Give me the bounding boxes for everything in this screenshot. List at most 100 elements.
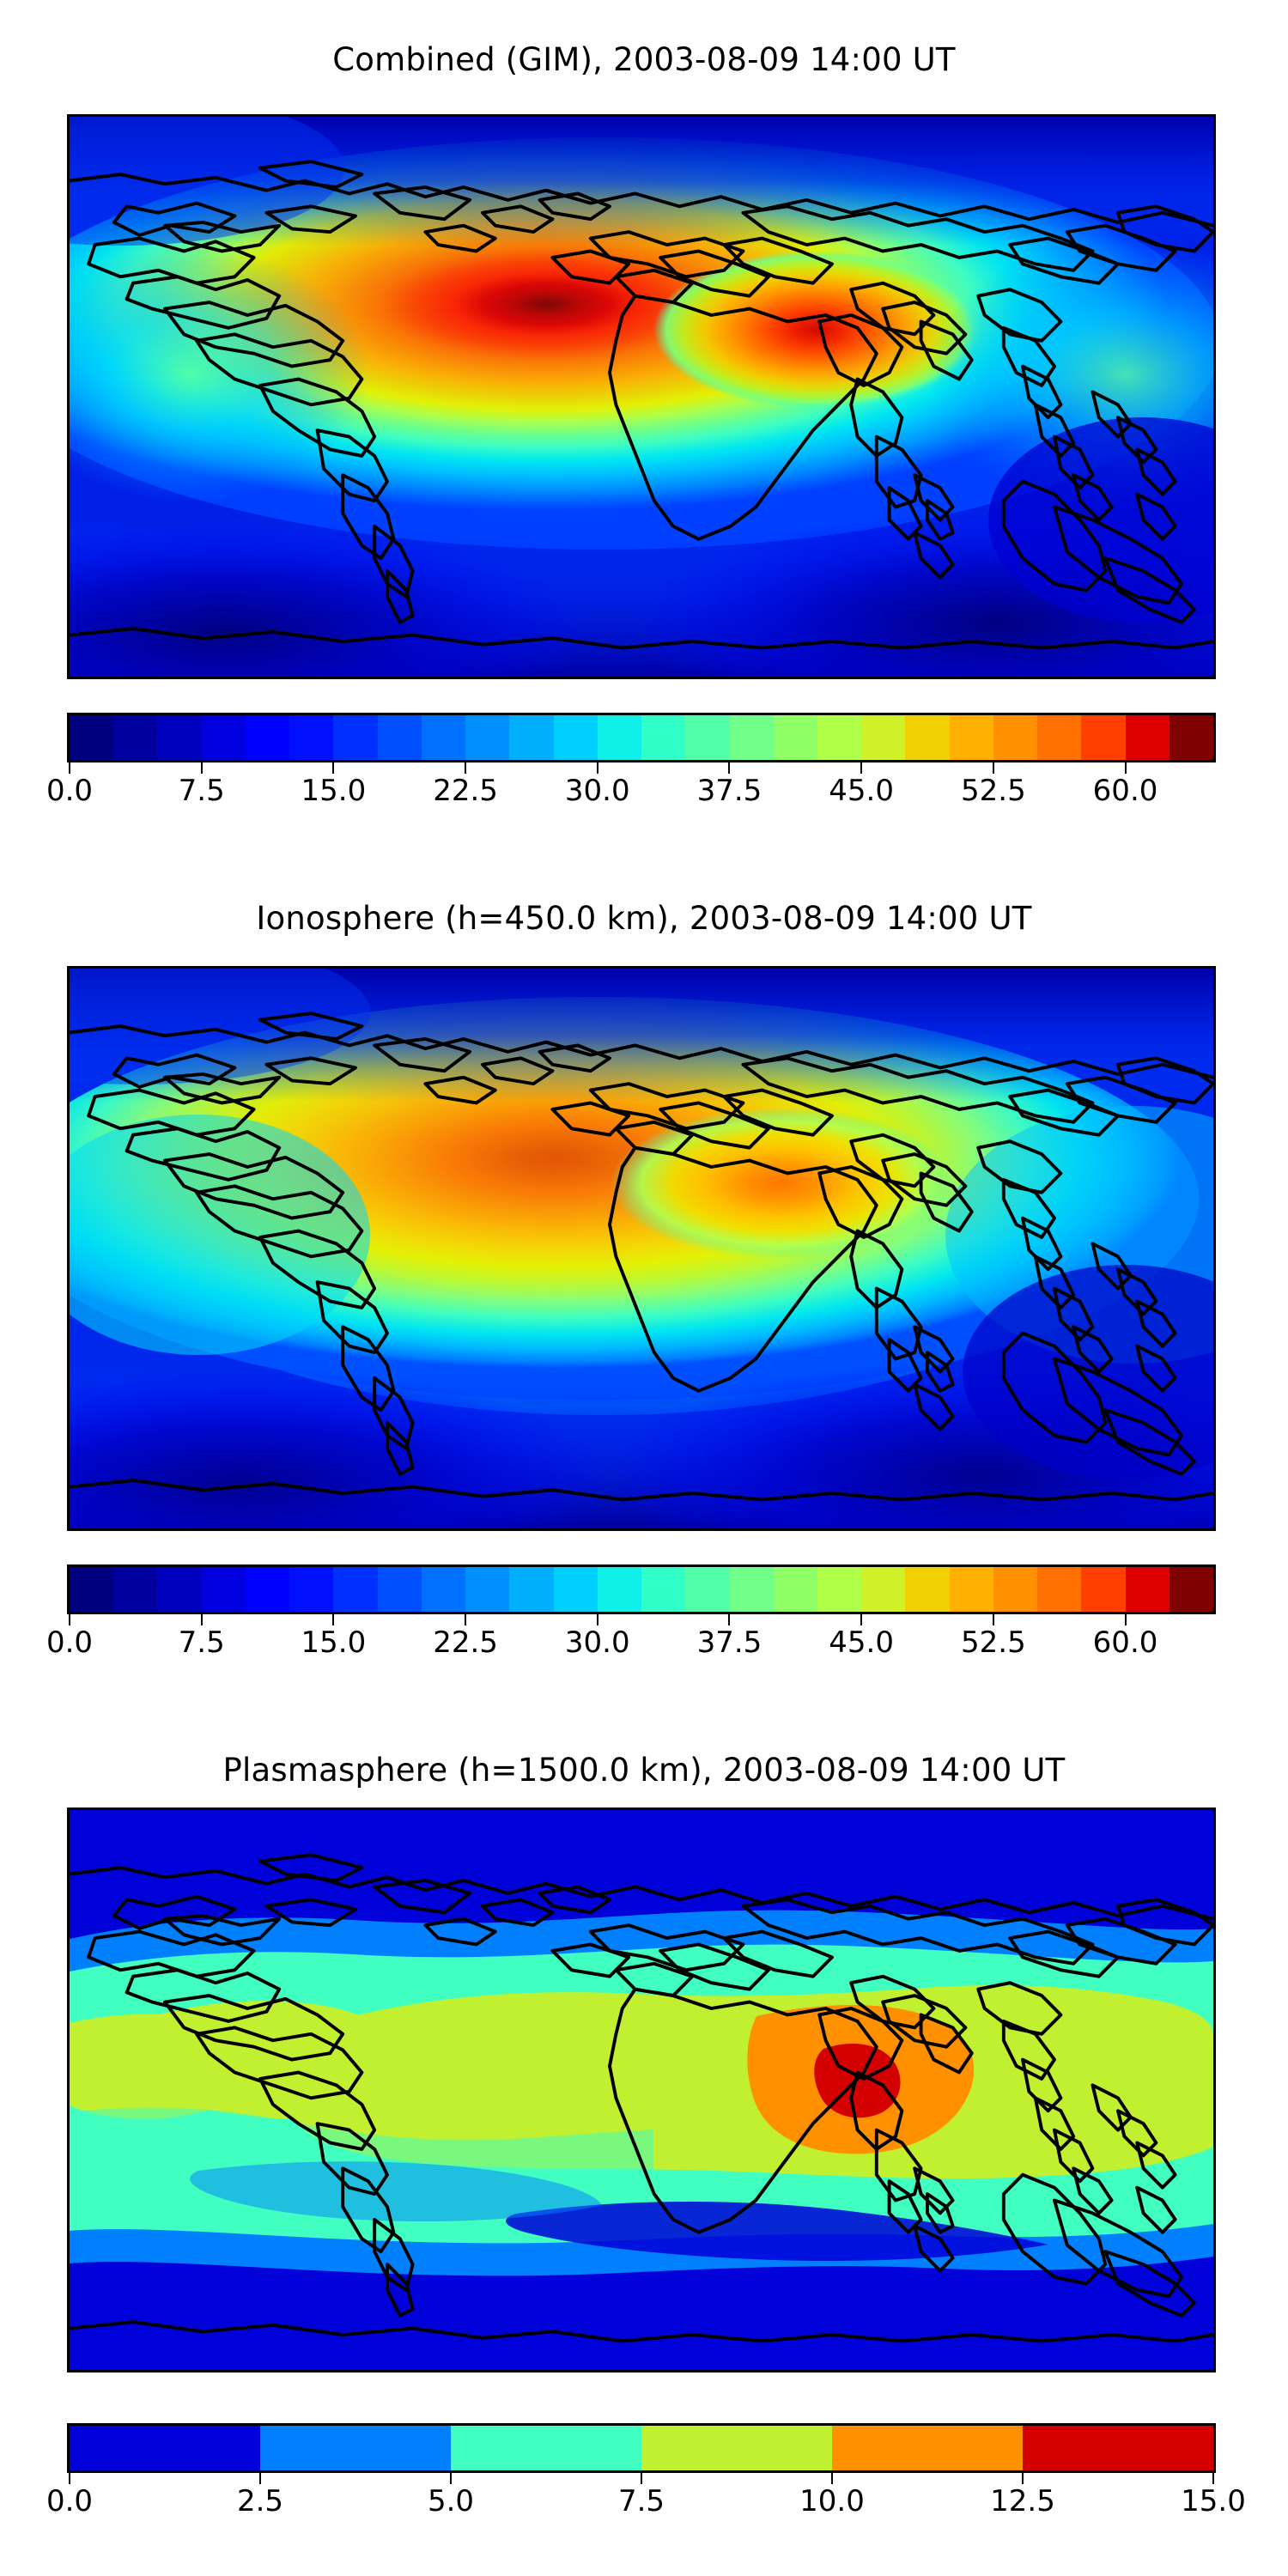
colorbar-tick [831, 2473, 833, 2484]
colorbar-tick [69, 2473, 70, 2484]
panel-title-combined-gim: Combined (GIM), 2003-08-09 14:00 UT [332, 41, 956, 78]
colorbar-ticks-plasmasphere [67, 2473, 1216, 2484]
colorbar-tick-label: 2.5 [236, 2484, 284, 2518]
colorbar-tick [69, 1614, 70, 1625]
colorbar-segment [201, 1567, 246, 1612]
map-combined-gim [67, 114, 1216, 679]
colorbar-segment [451, 2426, 641, 2470]
colorbar-tick [465, 762, 467, 774]
colorbar-tick-label: 60.0 [1092, 1625, 1158, 1660]
colorbar-segment [817, 1567, 862, 1612]
colorbar-tick-label: 7.5 [178, 774, 225, 808]
colorbar-segment [1169, 715, 1214, 760]
colorbar-segment [949, 1567, 993, 1612]
colorbar-segment [861, 1567, 906, 1612]
colorbar-ticks-ionosphere [67, 1614, 1216, 1625]
colorbar-segment [773, 1567, 817, 1612]
colorbar-segment [260, 2426, 451, 2470]
colorbar-segment [773, 715, 817, 760]
colorbar-tick [465, 1614, 467, 1625]
colorbar-tick [860, 1614, 863, 1625]
colorbar-segment [641, 1567, 686, 1612]
colorbar-segment [641, 715, 686, 760]
panel-title-plasmasphere: Plasmasphere (h=1500.0 km), 2003-08-09 1… [222, 1752, 1066, 1789]
colorbar-segment [333, 1567, 378, 1612]
map-field-plasmasphere [70, 1810, 1213, 2370]
colorbar-tick [1124, 1614, 1127, 1625]
colorbar-tick-label: 5.0 [427, 2484, 475, 2518]
colorbar-segment [245, 1567, 290, 1612]
colorbar-tick [596, 1614, 598, 1625]
colorbar-tick-label: 52.5 [960, 774, 1026, 808]
colorbar-segment [245, 715, 290, 760]
colorbar-tick-label: 22.5 [433, 774, 498, 808]
colorbar-ticks-combined-gim [67, 762, 1216, 774]
map-field-combined-gim [70, 117, 1213, 677]
colorbar-tick [728, 762, 731, 774]
colorbar-tick [450, 2473, 452, 2484]
colorbar-tick [1212, 2473, 1214, 2484]
colorbar-segment [465, 1567, 510, 1612]
colorbar-segment [377, 1567, 422, 1612]
map-ionosphere [67, 966, 1216, 1531]
colorbar-tick [259, 2473, 261, 2484]
colorbar-tick-label: 52.5 [960, 1625, 1026, 1660]
colorbar-segment [1125, 1567, 1170, 1612]
colorbar-segment [465, 715, 510, 760]
colorbar-segment [201, 715, 246, 760]
colorbar-segment [70, 1567, 114, 1612]
colorbar-gradient-plasmasphere [67, 2423, 1216, 2473]
colorbar-segment [597, 715, 642, 760]
colorbar-segment [685, 715, 730, 760]
colorbar-segment [685, 1567, 730, 1612]
colorbar-segment [993, 1567, 1038, 1612]
colorbar-tick [641, 2473, 642, 2484]
colorbar-segment [377, 715, 422, 760]
colorbar-segment [905, 715, 950, 760]
colorbar-tick-label: 7.5 [617, 2484, 665, 2518]
colorbar-segment [509, 1567, 554, 1612]
colorbar-segment [729, 715, 774, 760]
colorbar-gradient-combined-gim [67, 713, 1216, 762]
colorbar-tick-label: 0.0 [46, 2484, 94, 2518]
colorbar-segment [421, 1567, 466, 1612]
colorbar-segment [597, 1567, 642, 1612]
colorbar-segment [157, 1567, 202, 1612]
colorbar-tick-label: 7.5 [178, 1625, 225, 1660]
colorbar-segment [832, 2426, 1023, 2470]
colorbar-tick-label: 12.5 [990, 2484, 1055, 2518]
colorbar-segment [993, 715, 1038, 760]
colorbar-tick [860, 762, 863, 774]
colorbar-labels-combined-gim: 0.0 7.5 15.0 22.5 30.0 37.5 45.0 52.5 60.0 [46, 774, 1216, 811]
colorbar-tick [69, 762, 70, 774]
colorbar-segment [641, 2426, 832, 2470]
colorbar-segment [1081, 1567, 1126, 1612]
colorbar-segment [861, 715, 906, 760]
colorbar-labels-ionosphere: 0.0 7.5 15.0 22.5 30.0 37.5 45.0 52.5 60.0 [46, 1625, 1216, 1663]
colorbar-segment [113, 715, 158, 760]
colorbar-ionosphere: 0.0 7.5 15.0 22.5 30.0 37.5 45.0 52.5 60.0 [46, 1564, 1216, 1663]
colorbar-tick [728, 1614, 731, 1625]
colorbar-tick-label: 15.0 [301, 1625, 367, 1660]
panel-ionosphere: Ionosphere (h=450.0 km), 2003-08-09 14:0… [0, 859, 1288, 1717]
colorbar-segment [70, 2426, 260, 2470]
panel-plasmasphere: Plasmasphere (h=1500.0 km), 2003-08-09 1… [0, 1717, 1288, 2576]
colorbar-combined-gim: 0.0 7.5 15.0 22.5 30.0 37.5 45.0 52.5 60.0 [46, 713, 1216, 811]
colorbar-labels-plasmasphere: 0.0 2.5 5.0 7.5 10.0 12.5 15.0 [46, 2484, 1246, 2522]
colorbar-tick-label: 0.0 [46, 1625, 94, 1660]
map-field-ionosphere [70, 969, 1213, 1528]
colorbar-tick [332, 762, 335, 774]
colorbar-segment [421, 715, 466, 760]
colorbar-tick-label: 15.0 [1181, 2484, 1246, 2518]
map-plasmasphere [67, 1807, 1216, 2372]
colorbar-segment [289, 1567, 334, 1612]
panel-combined-gim: Combined (GIM), 2003-08-09 14:00 UT [0, 0, 1288, 859]
colorbar-tick-label: 45.0 [829, 774, 894, 808]
colorbar-tick [992, 762, 994, 774]
colorbar-tick-label: 10.0 [799, 2484, 865, 2518]
colorbar-tick [332, 1614, 335, 1625]
colorbar-plasmasphere: 0.0 2.5 5.0 7.5 10.0 12.5 15.0 [46, 2423, 1246, 2522]
colorbar-segment [113, 1567, 158, 1612]
colorbar-segment [949, 715, 993, 760]
